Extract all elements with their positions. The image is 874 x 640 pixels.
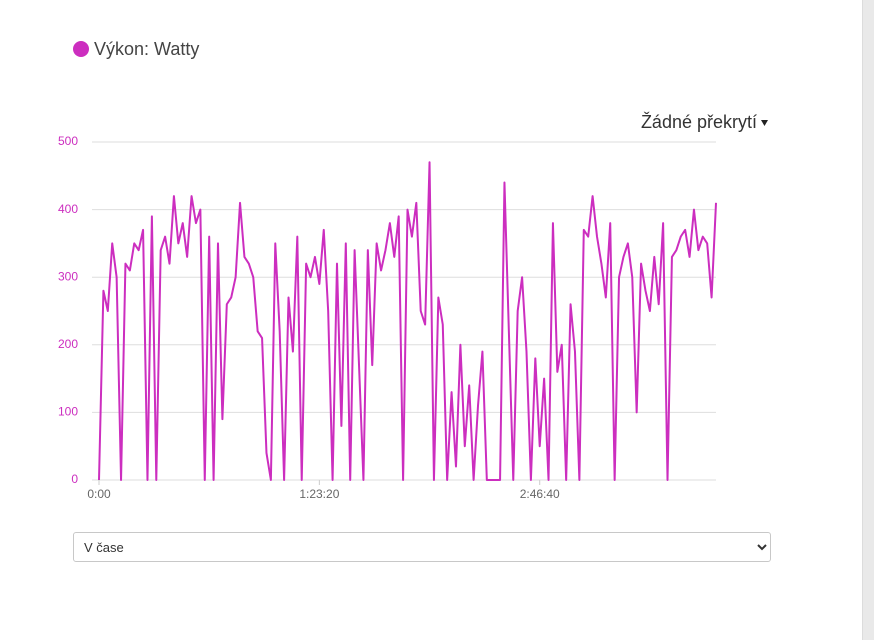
x-tick-label: 1:23:20: [299, 487, 339, 501]
power-line: [98, 161, 717, 481]
y-tick-label: 100: [58, 405, 78, 419]
dropdown-arrow[interactable]: [761, 120, 768, 126]
y-tick-label: 200: [58, 337, 78, 351]
x-tick-label: 0:00: [87, 487, 111, 501]
x-tick-label: 2:46:40: [520, 487, 560, 501]
y-tick-label: 0: [71, 472, 78, 486]
y-tick-label: 500: [58, 134, 78, 148]
legend-swatch: [73, 41, 89, 57]
mode-select[interactable]: V čase: [73, 532, 771, 562]
overlay-dropdown[interactable]: Žádné překrytí: [641, 112, 757, 132]
y-tick-label: 300: [58, 269, 78, 283]
legend-label[interactable]: Výkon: Watty: [94, 39, 199, 59]
y-tick-label: 400: [58, 202, 78, 216]
scrollbar[interactable]: [862, 0, 874, 640]
